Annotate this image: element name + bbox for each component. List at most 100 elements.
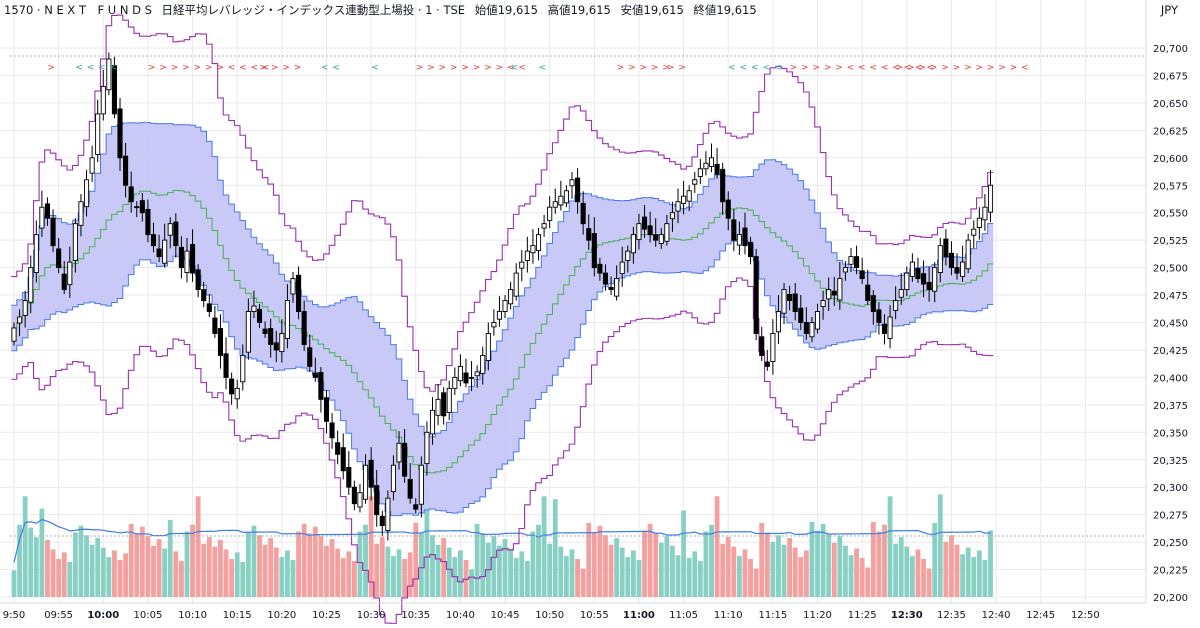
candle-body [279, 333, 285, 353]
volume-bar [139, 526, 145, 597]
inner-band-fill [11, 122, 994, 516]
candle [508, 281, 514, 310]
candle-body [960, 261, 966, 277]
volume-bar [803, 550, 809, 597]
candle-body [926, 281, 932, 291]
candle [323, 390, 330, 434]
candle [256, 303, 263, 328]
candle-body [725, 199, 731, 219]
candle [960, 245, 966, 282]
candle [72, 218, 78, 273]
currency-label[interactable]: JPY [1160, 3, 1178, 17]
candle [708, 143, 715, 173]
candle [809, 317, 815, 343]
price-axis[interactable]: 20,700 20,675 20,650 20,625 20,600 20,575 20,5… [1153, 44, 1188, 604]
volume-bar [89, 544, 95, 597]
symbol-title[interactable]: 1570 · N E X T F U N D S [4, 3, 152, 17]
price-tick-label: 20,650 [1153, 99, 1188, 110]
candle [128, 171, 134, 213]
volume-bar [218, 540, 223, 597]
price-tick-label: 20,500 [1153, 264, 1188, 275]
candle [904, 266, 910, 297]
volume-bar [61, 552, 67, 597]
candle-body [653, 234, 659, 241]
volume-bar [391, 556, 396, 597]
candle [402, 429, 408, 483]
candle-body [787, 294, 793, 301]
time-tick-label: 10:45 [491, 610, 520, 621]
volume-bar [223, 549, 229, 597]
volume-bar [820, 523, 826, 597]
candle [820, 290, 826, 320]
candle [575, 168, 581, 214]
time-axis[interactable]: 9:50 09:55 10:00 10:05 10:10 10:15 10:20 10:25 1… [3, 610, 1100, 621]
candle-body [100, 85, 106, 115]
candle [982, 194, 988, 231]
volume-bar [312, 526, 318, 597]
candle [876, 302, 882, 335]
candle [641, 205, 648, 238]
candle-body [948, 252, 954, 269]
candle [926, 267, 932, 302]
signal-marker: < < < < < [728, 63, 782, 73]
candle [798, 295, 804, 331]
candle-body [190, 244, 196, 274]
candle [374, 470, 380, 527]
candle-body [485, 333, 491, 361]
volume-bar [307, 533, 313, 597]
candle-body [33, 234, 39, 273]
candle-body [971, 228, 977, 236]
candle-body [256, 308, 263, 323]
candle [184, 237, 190, 283]
volume-bar [552, 499, 558, 597]
candle-body [390, 464, 396, 493]
candle [262, 321, 268, 338]
candle-body [814, 311, 821, 330]
candle-body [145, 208, 151, 236]
volume-bar [430, 535, 435, 597]
volume-bar [508, 548, 514, 597]
volume-bar [859, 558, 865, 597]
candle-body [569, 179, 575, 187]
volume-bar [435, 544, 441, 597]
candle-body [229, 378, 235, 395]
candle [971, 220, 977, 249]
candle-body [987, 184, 994, 213]
candle-body [563, 190, 569, 204]
candle-body [513, 272, 519, 297]
volume-bar [965, 547, 971, 597]
candle [22, 290, 28, 328]
volume-bar [831, 542, 837, 597]
candle-body [915, 268, 921, 280]
volume-bar [273, 547, 279, 597]
candle [965, 233, 971, 274]
candle-body [770, 333, 776, 362]
candle [602, 264, 609, 291]
time-tick-label: 12:45 [1026, 610, 1055, 621]
volume-bar [658, 542, 664, 597]
candle-body [323, 397, 330, 422]
volume-bar [809, 521, 815, 597]
price-tick-label: 20,525 [1153, 236, 1188, 247]
candle [351, 480, 357, 511]
candle [111, 56, 117, 119]
volume-bar [190, 524, 195, 597]
candle-body [368, 459, 374, 488]
candle [625, 245, 631, 273]
candle [39, 190, 45, 237]
middle-average-line [11, 189, 994, 474]
volume-bar [564, 556, 569, 597]
volume-bar [95, 538, 101, 597]
signal-marker: > [47, 63, 55, 73]
time-tick-label: 11:00 [623, 610, 655, 621]
candle [279, 319, 285, 363]
candle [881, 314, 888, 345]
candle-body [83, 179, 90, 208]
volume-bar [776, 535, 781, 597]
candle [418, 456, 424, 518]
volume-bar [502, 539, 508, 597]
candle [558, 180, 564, 211]
candle [547, 196, 553, 229]
volume-bar [33, 537, 39, 597]
